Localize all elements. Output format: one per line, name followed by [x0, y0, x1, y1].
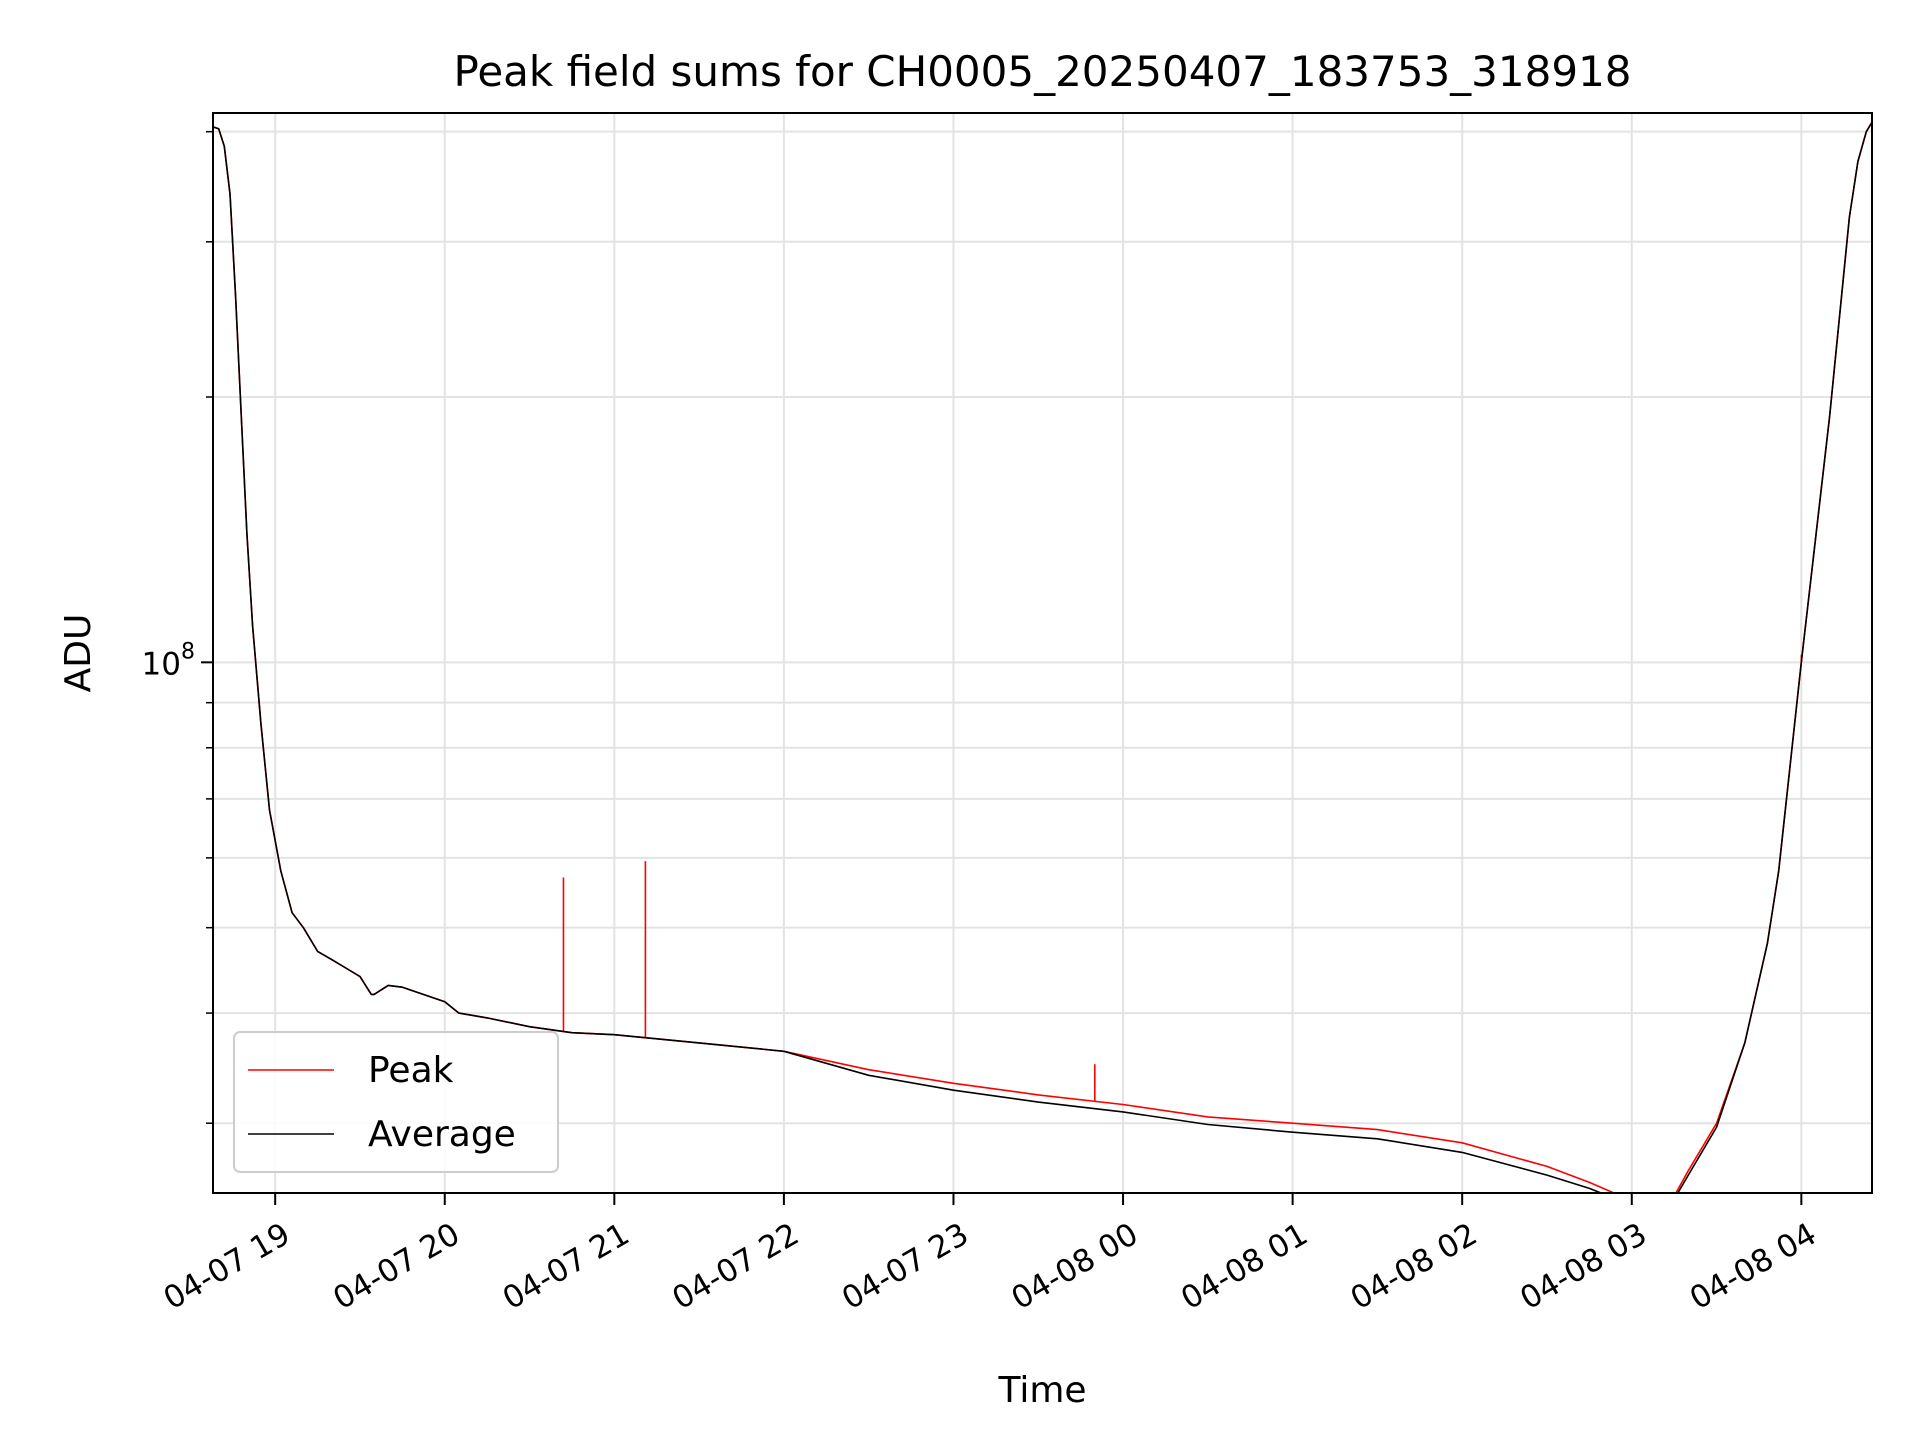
series-layer — [213, 121, 1872, 1193]
legend: Peak Average — [233, 1031, 559, 1173]
chart-title: Peak field sums for CH0005_20250407_1837… — [453, 47, 1631, 96]
y-axis-label: ADU — [58, 614, 99, 693]
legend-label-average: Average — [368, 1114, 516, 1155]
series-line-average — [213, 121, 1872, 1193]
y-axis: 108 — [142, 130, 213, 1124]
y-tick-label: 108 — [142, 639, 195, 682]
legend-label-peak: Peak — [368, 1050, 454, 1091]
x-axis-label: Time — [997, 1370, 1086, 1411]
grid-lines — [213, 113, 1872, 1193]
legend-box — [233, 1031, 559, 1173]
plot-frame — [212, 112, 1873, 1194]
